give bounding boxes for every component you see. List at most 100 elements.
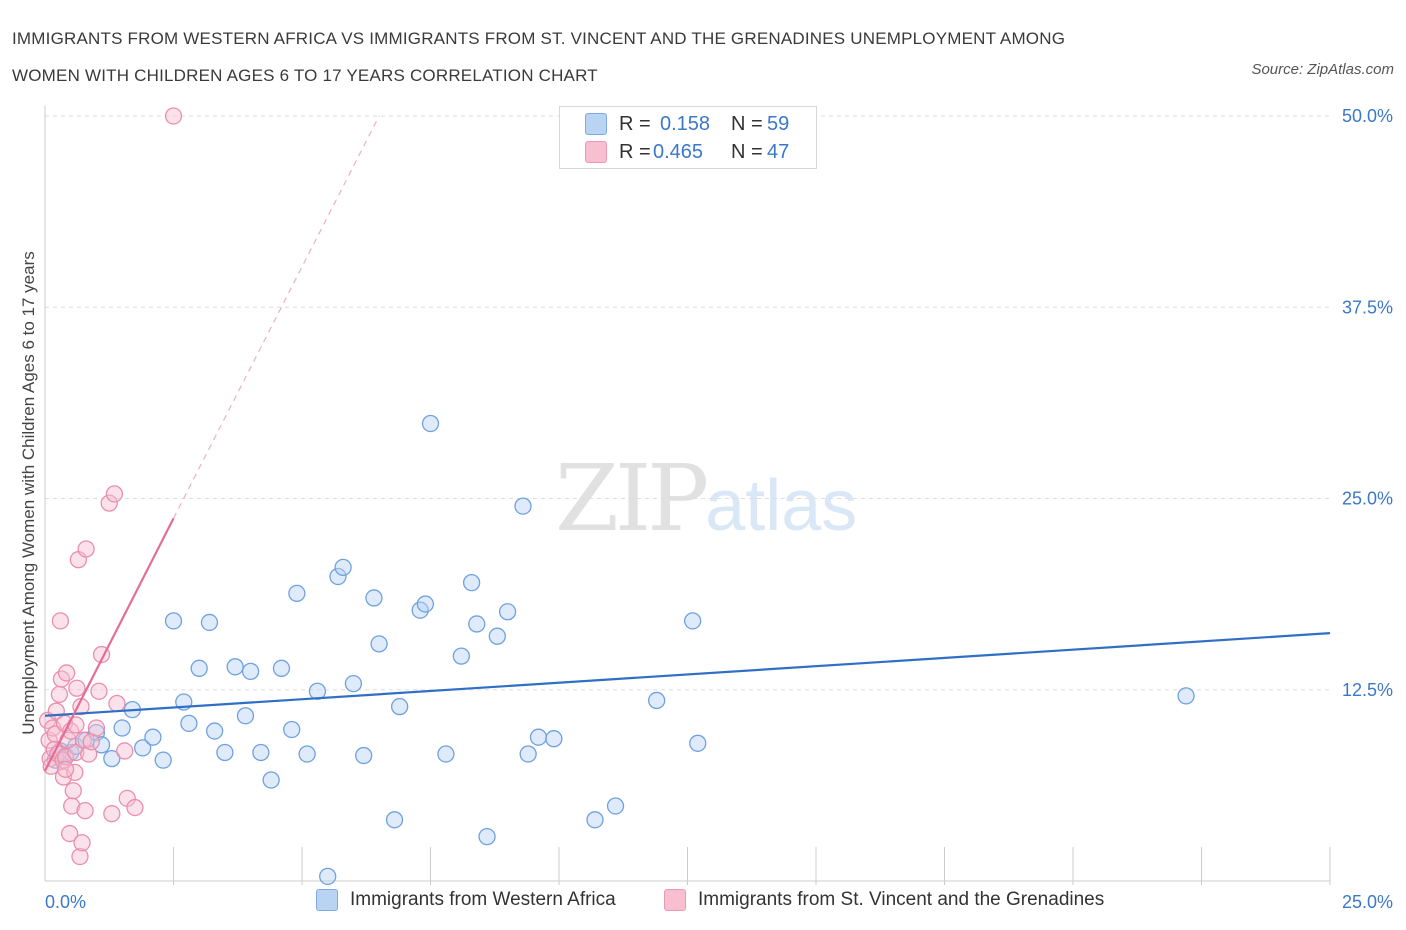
data-point-western-africa <box>134 739 152 757</box>
data-point-western-africa <box>164 612 183 630</box>
data-point-st-vincent <box>100 494 118 512</box>
data-point-western-africa <box>113 719 131 737</box>
data-point-st-vincent <box>126 798 144 817</box>
data-point-st-vincent <box>105 485 124 503</box>
legend-r-value-blue: 0.158 <box>660 112 711 135</box>
data-point-western-africa <box>529 728 548 746</box>
chart-title-line-1: IMMIGRANTS FROM WESTERN AFRICA VS IMMIGR… <box>12 29 1066 48</box>
data-point-st-vincent <box>68 679 86 697</box>
data-point-western-africa <box>365 589 383 607</box>
data-point-western-africa <box>519 745 537 763</box>
data-point-western-africa <box>288 584 306 603</box>
legend-n-label: N = <box>731 140 763 163</box>
data-point-western-africa <box>498 603 517 621</box>
data-point-st-vincent <box>77 540 95 558</box>
data-point-western-africa <box>391 697 409 716</box>
data-point-western-africa <box>648 691 666 710</box>
x-tick-label: 25.0% <box>1342 892 1393 912</box>
data-point-western-africa <box>298 745 316 763</box>
data-point-st-vincent <box>87 719 106 737</box>
data-point-western-africa <box>586 811 604 829</box>
legend-n-value-blue: 59 <box>767 112 790 135</box>
data-point-western-africa <box>103 749 121 768</box>
data-point-st-vincent <box>56 748 75 766</box>
y-axis-label: Unemployment Among Women with Children A… <box>19 251 38 735</box>
data-point-western-africa <box>514 497 532 515</box>
trend-line-st-vincent <box>44 517 175 772</box>
legend-label-western-africa: Immigrants from Western Africa <box>350 889 616 910</box>
data-point-western-africa <box>355 746 373 765</box>
data-point-st-vincent <box>67 743 85 762</box>
data-point-st-vincent <box>56 760 75 778</box>
data-point-western-africa <box>236 707 255 725</box>
data-point-st-vincent <box>116 742 134 760</box>
chart-title: IMMIGRANTS FROM WESTERN AFRICA VS IMMIGR… <box>12 20 1212 94</box>
data-point-western-africa <box>154 751 172 769</box>
data-point-western-africa <box>689 734 707 752</box>
data-point-st-vincent <box>50 685 69 703</box>
trend-line-extension-st-vincent <box>172 115 380 519</box>
data-point-western-africa <box>329 567 347 586</box>
legend-n-value-pink: 47 <box>767 140 790 163</box>
data-point-st-vincent <box>90 682 108 700</box>
legend-r-label: R = <box>619 112 651 135</box>
data-point-st-vincent <box>103 805 121 823</box>
data-point-western-africa <box>334 558 352 576</box>
data-point-western-africa <box>180 714 198 733</box>
legend-n-label: N = <box>731 112 763 135</box>
data-point-st-vincent <box>57 664 76 682</box>
data-point-western-africa <box>144 728 162 746</box>
legend-item-western-africa: Immigrants from Western Africa <box>316 889 616 911</box>
legend-swatch-pink <box>664 889 686 911</box>
data-point-st-vincent <box>61 824 79 843</box>
data-point-western-africa <box>241 662 260 681</box>
legend-item-st-vincent: Immigrants from St. Vincent and the Gren… <box>664 889 1104 911</box>
data-point-western-africa <box>226 658 244 676</box>
data-point-st-vincent <box>64 782 82 800</box>
data-point-western-africa <box>1177 687 1195 705</box>
data-point-western-africa <box>437 745 455 763</box>
chart-title-line-2: WOMEN WITH CHILDREN AGES 6 TO 17 YEARS C… <box>12 66 598 85</box>
y-tick-label: 12.5% <box>1342 680 1393 700</box>
data-point-western-africa <box>683 612 702 630</box>
data-point-western-africa <box>190 659 208 677</box>
source-credit: Source: ZipAtlas.com <box>1251 61 1394 78</box>
data-point-st-vincent <box>71 847 89 866</box>
data-point-western-africa <box>252 743 270 762</box>
data-point-st-vincent <box>66 763 84 782</box>
x-tick-label: 0.0% <box>45 892 86 912</box>
data-point-western-africa <box>416 595 435 613</box>
legend-swatch-blue <box>585 113 607 135</box>
y-tick-label: 37.5% <box>1342 297 1393 317</box>
data-point-western-africa <box>468 615 486 633</box>
data-point-western-africa <box>370 635 388 653</box>
trend-line-western-africa <box>44 632 1331 717</box>
data-point-st-vincent <box>76 801 94 820</box>
legend-label-st-vincent: Immigrants from St. Vincent and the Gren… <box>698 889 1105 910</box>
data-point-st-vincent <box>73 834 91 852</box>
data-point-western-africa <box>272 659 291 677</box>
data-point-western-africa <box>462 574 481 592</box>
y-tick-label: 25.0% <box>1342 489 1393 509</box>
legend-r-value-pink: 0.465 <box>653 140 704 163</box>
data-point-western-africa <box>205 722 224 740</box>
legend-r-label: R = <box>619 140 651 163</box>
data-point-western-africa <box>452 647 470 665</box>
data-point-western-africa <box>606 797 625 815</box>
data-point-western-africa <box>344 674 363 693</box>
data-point-western-africa <box>262 771 280 789</box>
data-point-western-africa <box>283 720 301 739</box>
data-point-western-africa <box>92 736 111 754</box>
legend-swatch-pink <box>585 141 607 163</box>
data-point-st-vincent <box>108 694 126 713</box>
correlation-legend: R = 0.158 N = 59 R = 0.465 N = 47 <box>559 106 817 169</box>
data-point-western-africa <box>488 627 506 645</box>
data-point-western-africa <box>385 811 404 829</box>
data-point-st-vincent <box>51 612 70 630</box>
data-point-st-vincent <box>164 107 183 125</box>
data-point-western-africa <box>421 414 440 433</box>
legend-swatch-blue <box>316 889 338 911</box>
data-point-western-africa <box>478 827 496 846</box>
data-point-western-africa <box>216 743 234 762</box>
